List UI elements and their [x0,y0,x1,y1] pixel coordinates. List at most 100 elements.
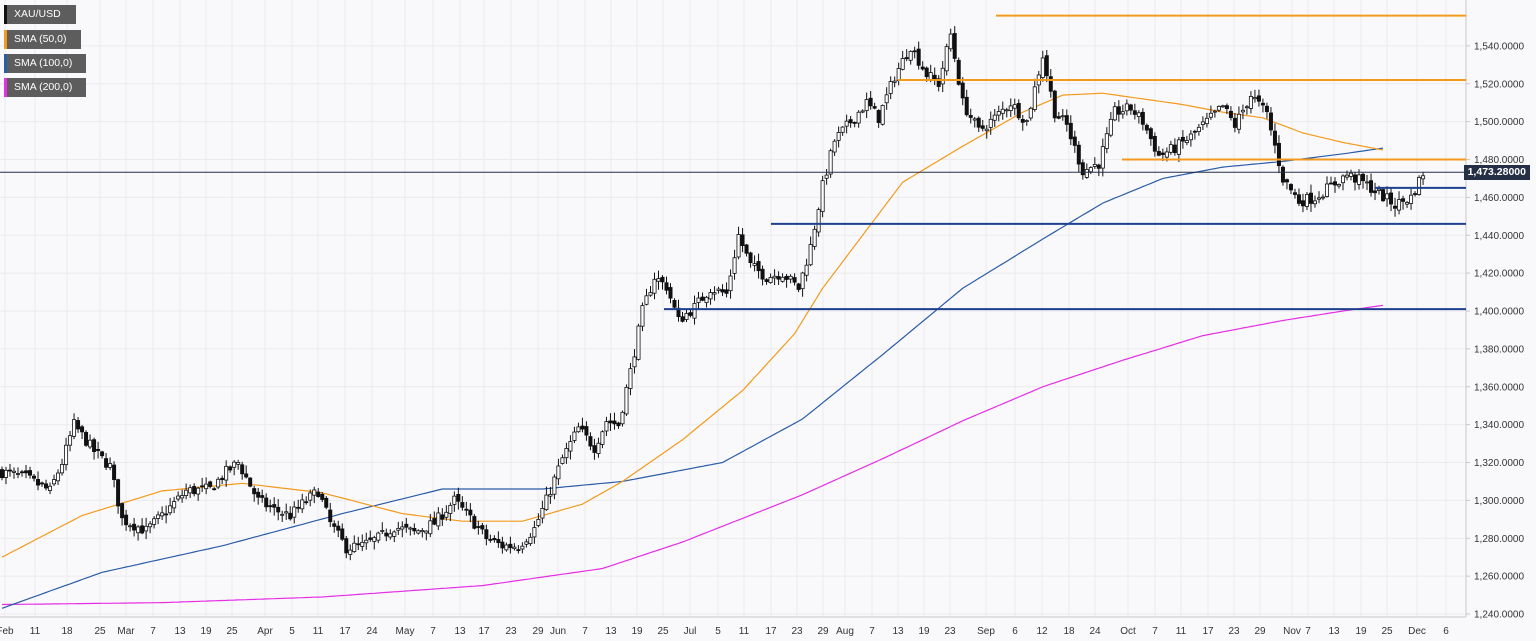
candle-body [144,525,149,532]
x-tick-label: 5 [289,626,295,637]
x-tick-label: 29 [817,626,829,637]
x-tick-label: 7 [150,626,156,637]
legend-label: SMA (200,0) [14,81,73,93]
candle-body [1224,105,1229,110]
candle-body [368,537,373,540]
candle-body [532,527,537,538]
x-tick-label: Feb [0,626,14,637]
candle-body [1421,175,1426,180]
candle-body [1349,172,1354,177]
candle-body [1140,111,1145,125]
y-tick-label: 1,460.0000 [1474,193,1524,204]
candle-body [520,545,525,550]
candle-body [260,495,265,498]
x-tick-label: 19 [631,626,643,637]
candle-body [292,506,297,518]
candle-body [700,296,705,301]
candle-body [1244,106,1249,109]
x-tick-label: 18 [61,626,73,637]
candle-body [1164,151,1169,158]
candle-body [988,118,993,128]
candle-body [748,252,753,263]
candle-body [1052,90,1057,119]
legend-sma200[interactable]: SMA (200,0) [4,78,86,97]
x-axis-ticks: Feb 11 18 25 Mar 7 13 19 25 Apr 5 11 17 24 May 7 13 17 23 2… [0,626,1449,637]
candle-body [268,505,273,508]
candle-body [176,495,181,500]
x-tick-label: 18 [1063,626,1075,637]
candle-body [1409,194,1414,204]
candle-body [1248,96,1253,109]
candle-body [632,356,637,368]
candle-body [344,538,349,554]
candle-body [476,526,481,528]
candle-body [1172,144,1177,154]
candle-body [1272,130,1277,146]
candle-body [612,420,617,425]
candle-body [896,68,901,81]
candle-body [172,501,177,509]
x-tick-label: 17 [1202,626,1214,637]
candle-body [704,296,709,304]
candle-body [228,466,233,471]
candle-body [1124,103,1129,112]
candle-body [8,469,13,472]
candle-body [1341,175,1346,184]
candle-body [956,59,961,85]
candle-body [88,439,93,448]
candle-body [1232,117,1237,128]
candle-body [1176,139,1181,155]
candle-body [1132,110,1137,115]
candle-body [1024,120,1029,123]
sma200-line [2,304,1384,606]
candle-body [916,48,921,66]
candle-body [372,537,377,542]
candle-body [600,431,605,445]
candle-body [536,518,541,526]
candle-body [204,483,209,490]
x-tick-label: 17 [765,626,777,637]
candle-body [208,481,213,487]
candle-body [1228,110,1233,118]
candle-body [1092,164,1097,167]
candle-body [484,529,489,540]
candle-body [716,288,721,291]
candle-body [1048,76,1053,92]
x-tick-label: 19 [918,626,930,637]
candle-body [504,544,509,551]
legend-xauusd[interactable]: XAU/USD [4,5,76,24]
candle-body [1136,112,1141,117]
candle-body [660,276,665,283]
candle-body [1216,105,1221,111]
candle-body [480,525,485,530]
candle-body [844,120,849,127]
candle-body [1040,57,1045,78]
candle-body [156,514,161,519]
candle-body [272,504,277,508]
x-tick-label: 7 [869,626,875,637]
candle-body [1328,182,1333,185]
legend-swatch-sma100 [4,54,7,73]
candle-body [4,469,9,478]
candle-body [328,509,333,523]
candle-body [1373,190,1378,194]
candle-body [128,525,133,528]
y-tick-label: 1,320.0000 [1474,458,1524,469]
candle-body [332,523,337,527]
candle-body [636,325,641,360]
candle-body [820,180,825,212]
candle-body [492,538,497,541]
candle-body [436,512,441,527]
candle-body [964,96,969,116]
candle-body [1417,176,1422,195]
x-tick-label: 23 [791,626,803,637]
legend-sma50[interactable]: SMA (50,0) [4,30,81,49]
x-tick-label: 29 [532,626,544,637]
candle-body [900,58,905,70]
candle-body [136,526,141,534]
candle-body [1324,183,1329,197]
legend-sma100[interactable]: SMA (100,0) [4,54,86,73]
candle-body [1156,151,1161,156]
y-tick-label: 1,520.0000 [1474,79,1524,90]
candle-body [256,491,261,498]
